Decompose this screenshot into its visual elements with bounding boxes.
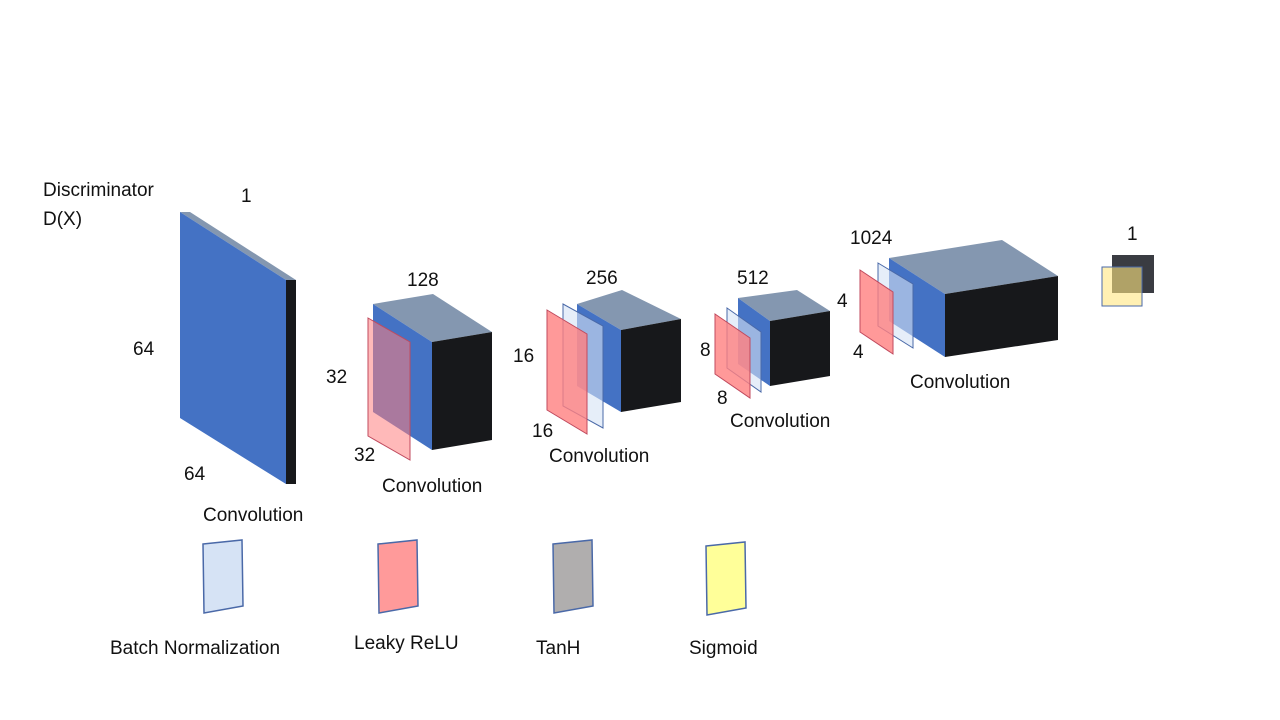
conv3-block (714, 290, 830, 399)
conv1-block (367, 294, 492, 461)
input-depth-label: 1 (241, 186, 252, 207)
input-slab-side (286, 280, 296, 484)
conv1-top (373, 294, 492, 342)
conv4-depth-label: 1024 (850, 228, 893, 249)
conv1-depth-label: 128 (407, 270, 439, 291)
conv3-height-label: 8 (700, 340, 711, 361)
conv2-height-label: 16 (513, 346, 535, 367)
conv1-width-label: 32 (354, 445, 376, 466)
conv3-side (770, 311, 830, 386)
conv3-width-label: 8 (717, 388, 728, 409)
legend (202, 539, 747, 616)
conv2-width-label: 16 (532, 421, 554, 442)
legend-swatch-leaky-relu (377, 539, 419, 614)
input-slab (180, 212, 296, 484)
conv1-leaky-relu-layer (367, 317, 411, 461)
diagram-title-line2: D(X) (43, 209, 83, 231)
legend-label-tanh: TanH (536, 638, 581, 659)
conv4-width-label: 4 (853, 342, 864, 363)
conv4-stage-label: Convolution (910, 372, 1011, 393)
conv2-side (621, 319, 681, 412)
conv4-height-label: 4 (837, 291, 848, 312)
input-stage-label: Convolution (203, 505, 304, 526)
legend-label-sigmoid: Sigmoid (689, 638, 758, 659)
conv3-depth-label: 512 (737, 268, 769, 289)
output-depth-label: 1 (1127, 224, 1138, 245)
conv2-block (546, 290, 681, 435)
input-slab-top (180, 212, 296, 280)
input-height-label: 64 (133, 339, 155, 360)
legend-swatch-tanh (552, 539, 594, 614)
conv1-stage-label: Convolution (382, 476, 483, 497)
conv4-leaky-relu-layer (859, 269, 894, 355)
conv4-block (859, 240, 1058, 357)
output-block (1101, 255, 1154, 307)
legend-label-leaky-relu: Leaky ReLU (354, 633, 459, 654)
conv2-top (577, 290, 681, 330)
conv3-leaky-relu-layer (714, 313, 751, 399)
diagram-title: Discriminator D(X) (43, 176, 154, 235)
legend-swatch-batch-normalization (202, 539, 244, 614)
conv2-leaky-relu-layer (546, 309, 588, 435)
conv1-height-label: 32 (326, 367, 348, 388)
conv1-side (432, 332, 492, 450)
input-width-label: 64 (184, 464, 206, 485)
legend-swatch-sigmoid (705, 541, 747, 616)
output-sigmoid-square (1101, 266, 1143, 307)
legend-label-batch-normalization: Batch Normalization (110, 638, 281, 659)
conv4-top (889, 240, 1058, 294)
input-slab-front (180, 212, 286, 484)
conv2-stage-label: Convolution (549, 446, 650, 467)
conv2-depth-label: 256 (586, 268, 618, 289)
conv3-top (738, 290, 830, 321)
conv4-side (945, 276, 1058, 357)
diagram-title-line1: Discriminator (43, 180, 154, 201)
conv3-stage-label: Convolution (730, 411, 831, 432)
